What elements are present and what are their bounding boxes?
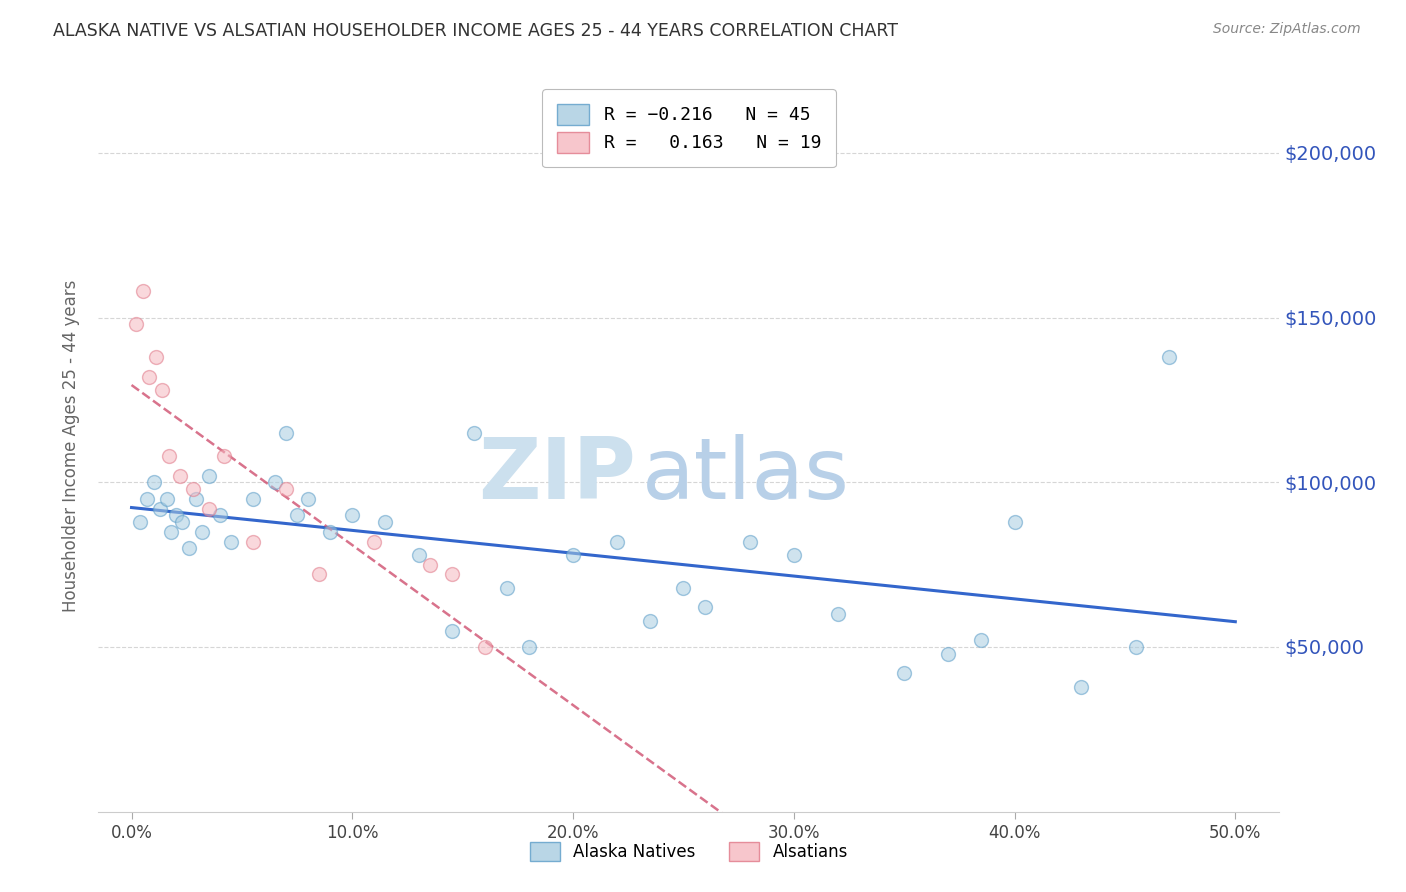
Point [640,614,662,628]
Point [517,640,540,654]
Y-axis label: Householder Income Ages 25 - 44 years: Householder Income Ages 25 - 44 years [62,280,80,612]
Point [142,475,165,490]
Point [157,449,180,463]
Point [208,508,231,523]
Point [419,558,441,572]
Point [198,468,221,483]
Point [474,640,496,654]
Point [408,548,430,562]
Point [184,491,207,506]
Point [606,534,628,549]
Point [156,491,179,506]
Text: ALASKA NATIVE VS ALSATIAN HOUSEHOLDER INCOME AGES 25 - 44 YEARS CORRELATION CHAR: ALASKA NATIVE VS ALSATIAN HOUSEHOLDER IN… [53,22,898,40]
Point [131,284,153,298]
Point [297,491,319,506]
Point [827,607,849,621]
Point [440,567,463,582]
Point [138,369,160,384]
Point [285,508,308,523]
Point [1070,680,1092,694]
Point [219,534,242,549]
Point [893,666,915,681]
Text: ZIP: ZIP [478,434,636,516]
Point [495,581,517,595]
Point [242,491,264,506]
Point [152,383,174,397]
Legend: Alaska Natives, Alsatians: Alaska Natives, Alsatians [522,833,856,869]
Text: atlas: atlas [641,434,849,516]
Point [363,534,385,549]
Point [264,475,287,490]
Point [242,534,264,549]
Point [695,600,717,615]
Point [212,449,235,463]
Text: Source: ZipAtlas.com: Source: ZipAtlas.com [1213,22,1361,37]
Point [342,508,364,523]
Point [274,482,297,496]
Point [463,425,485,440]
Point [125,317,148,331]
Point [319,524,342,539]
Point [183,482,205,496]
Point [308,567,330,582]
Point [129,515,152,529]
Point [165,508,187,523]
Point [1125,640,1147,654]
Point [145,350,167,364]
Point [936,647,959,661]
Point [562,548,585,562]
Point [783,548,806,562]
Point [440,624,463,638]
Point [149,501,172,516]
Point [172,515,194,529]
Point [738,534,761,549]
Point [672,581,695,595]
Point [274,425,297,440]
Point [136,491,159,506]
Point [169,468,191,483]
Point [160,524,183,539]
Point [1157,350,1180,364]
Point [198,501,221,516]
Point [1004,515,1026,529]
Point [191,524,214,539]
Point [970,633,993,648]
Point [177,541,200,556]
Point [374,515,396,529]
